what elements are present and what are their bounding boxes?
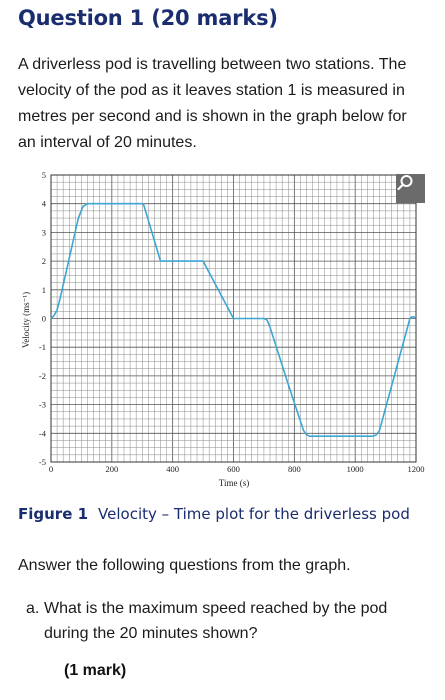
y-tick-label: 4 [42, 199, 47, 209]
y-tick-label: -5 [39, 457, 46, 467]
figure-caption-text: Velocity – Time plot for the driverless … [98, 505, 410, 523]
x-tick-label: 600 [227, 464, 240, 474]
x-tick-label: 800 [288, 464, 301, 474]
question-heading: Question 1 (20 marks) [18, 6, 278, 30]
zoom-button[interactable] [396, 174, 425, 203]
x-tick-label: 1200 [408, 464, 425, 474]
x-axis-label: Time (s) [219, 478, 249, 488]
y-tick-label: 0 [42, 314, 46, 324]
question-a-text: What is the maximum speed reached by the… [44, 600, 388, 642]
chart-ticks: 0 200 400 600 800 1000 1200 5 4 3 2 1 0 -1 -2 -3 -4 -5 [39, 170, 425, 474]
magnifier-icon [397, 175, 413, 191]
velocity-time-figure: 0 200 400 600 800 1000 1200 5 4 3 2 1 0 -1 -2 -3 -4 -5 Ti… [0, 165, 445, 495]
chart-series [50, 202, 416, 438]
question-a-marks: (1 mark) [64, 662, 127, 679]
velocity-time-chart: 0 200 400 600 800 1000 1200 5 4 3 2 1 0 -1 -2 -3 -4 -5 Ti… [21, 170, 425, 488]
question-a: a. What is the maximum speed reached by … [26, 596, 414, 646]
y-tick-label: -3 [39, 400, 46, 410]
chart-grid [50, 174, 417, 463]
figure-caption: Figure 1 Velocity – Time plot for the dri… [18, 505, 410, 523]
y-tick-label: 5 [42, 170, 46, 180]
figure-caption-label: Figure 1 [18, 505, 89, 523]
question-a-letter: a. [26, 600, 40, 617]
x-tick-label: 200 [105, 464, 118, 474]
y-tick-label: -2 [39, 371, 46, 381]
x-tick-label: 400 [166, 464, 179, 474]
answer-instructions: Answer the following questions from the … [18, 557, 351, 574]
x-tick-label: 1000 [347, 464, 364, 474]
y-tick-label: -4 [39, 428, 47, 438]
question-intro: A driverless pod is travelling between t… [18, 56, 407, 151]
y-tick-label: 2 [42, 256, 46, 266]
y-tick-label: -1 [39, 342, 46, 352]
x-tick-label: 0 [49, 464, 53, 474]
y-tick-label: 3 [42, 227, 46, 237]
velocity-series-line [50, 202, 416, 438]
y-tick-label: 1 [42, 285, 46, 295]
y-axis-label: Velocity (ms⁻¹) [21, 292, 31, 348]
